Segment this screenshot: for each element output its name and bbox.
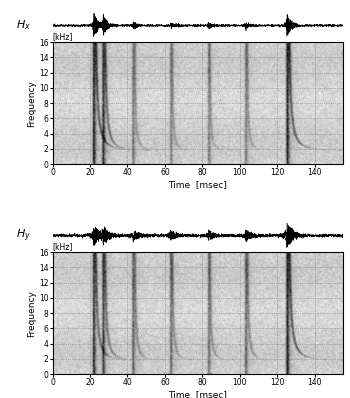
X-axis label: Time  [msec]: Time [msec] (168, 390, 227, 398)
Y-axis label: Frequency: Frequency (27, 290, 36, 337)
X-axis label: Time  [msec]: Time [msec] (168, 180, 227, 189)
Text: $H_x$: $H_x$ (16, 19, 31, 32)
Text: [kHz]: [kHz] (52, 242, 73, 251)
Y-axis label: Frequency: Frequency (27, 80, 36, 127)
Text: $H_y$: $H_y$ (16, 227, 31, 244)
Text: [kHz]: [kHz] (52, 32, 73, 41)
